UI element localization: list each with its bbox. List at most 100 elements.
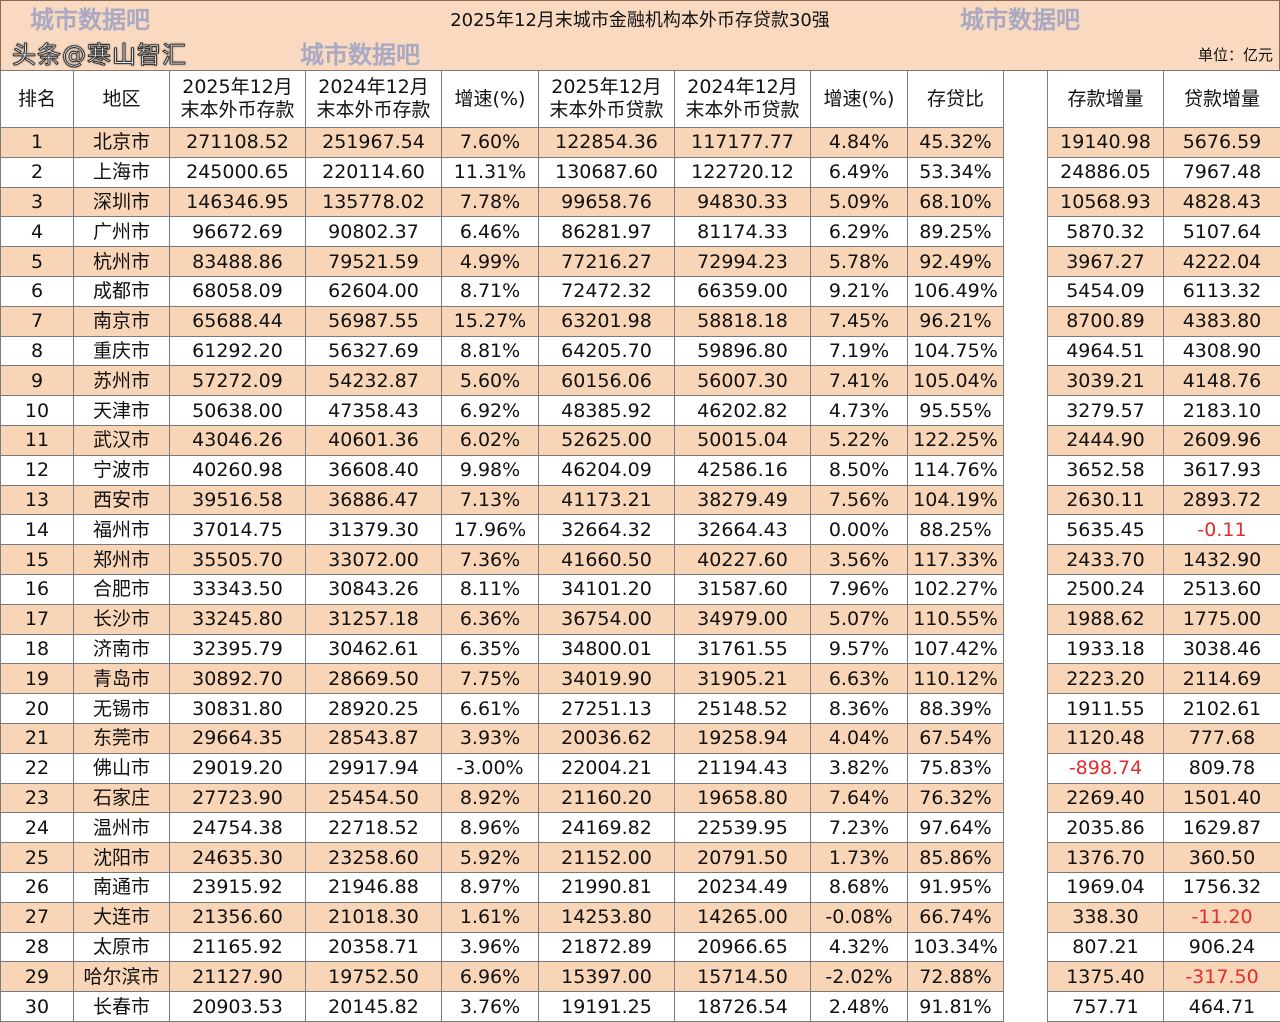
- gap-cell: [1003, 216, 1048, 247]
- table-cell: 6.29%: [810, 216, 908, 248]
- table-cell: 21160.20: [538, 782, 675, 814]
- table-cell: 14: [0, 514, 74, 546]
- gap-cell: [1003, 634, 1048, 664]
- table-cell: 36886.47: [305, 484, 442, 516]
- table-cell: 6113.32: [1163, 275, 1280, 307]
- table-cell: 2433.70: [1047, 544, 1164, 575]
- table-cell: 8.81%: [441, 335, 539, 367]
- table-cell: 21018.30: [305, 901, 442, 933]
- table-cell: 18: [0, 633, 74, 665]
- column-header: 贷款增量: [1163, 70, 1280, 128]
- column-header: 2024年12月 末本外币贷款: [674, 70, 811, 128]
- table-cell: 10568.93: [1047, 186, 1164, 218]
- gap-cell: [1003, 902, 1048, 933]
- table-row: 25 沈阳市 24635.30 23258.60 5.92% 21152.00 20791.…: [0, 842, 1280, 873]
- table-cell: 32664.32: [538, 514, 675, 546]
- table-cell: -11.20: [1163, 901, 1280, 933]
- table-cell: 4.04%: [810, 722, 908, 754]
- table-cell: 14265.00: [674, 901, 811, 933]
- table-cell: 15.27%: [441, 305, 539, 337]
- gap-cell: [1003, 872, 1048, 903]
- table-cell: 0.00%: [810, 514, 908, 546]
- table-cell: 温州市: [73, 812, 170, 844]
- table-cell: 1988.62: [1047, 603, 1164, 635]
- table-cell: 94830.33: [674, 186, 811, 218]
- table-cell: 72472.32: [538, 275, 675, 307]
- table-cell: 24886.05: [1047, 156, 1164, 188]
- table-cell: 1120.48: [1047, 722, 1164, 754]
- table-cell: 重庆市: [73, 335, 170, 367]
- table-cell: 271108.52: [169, 127, 306, 158]
- table-cell: 21: [0, 722, 74, 754]
- table-cell: 3: [0, 186, 74, 218]
- table-cell: 56987.55: [305, 305, 442, 337]
- table-cell: 北京市: [73, 127, 170, 158]
- table-cell: -3.00%: [441, 752, 539, 784]
- gap-cell: [1003, 723, 1048, 754]
- table-cell: 40260.98: [169, 454, 306, 486]
- table-cell: 76.32%: [907, 782, 1004, 814]
- table-cell: 105.04%: [907, 365, 1004, 397]
- table-cell: 40227.60: [674, 544, 811, 575]
- table-cell: 25: [0, 842, 74, 873]
- table-cell: 20: [0, 693, 74, 724]
- table-row: 5 杭州市 83488.86 79521.59 4.99% 77216.27 72994.2…: [0, 246, 1280, 277]
- table-cell: 35505.70: [169, 544, 306, 575]
- table-cell: 88.25%: [907, 514, 1004, 546]
- table-cell: 4222.04: [1163, 246, 1280, 277]
- gap-cell: [1003, 246, 1048, 277]
- table-cell: 56007.30: [674, 365, 811, 397]
- table-cell: 220114.60: [305, 156, 442, 188]
- table-cell: 无锡市: [73, 693, 170, 724]
- unit-label: 单位：亿元: [0, 41, 1280, 71]
- table-cell: 2: [0, 156, 74, 188]
- table-cell: 28: [0, 931, 74, 963]
- table-cell: 沈阳市: [73, 842, 170, 873]
- table-cell: 5454.09: [1047, 275, 1164, 307]
- table-cell: 36754.00: [538, 603, 675, 635]
- table-cell: 23: [0, 782, 74, 814]
- table-cell: 1501.40: [1163, 782, 1280, 814]
- table-cell: 41173.21: [538, 484, 675, 516]
- table-cell: 2609.96: [1163, 424, 1280, 456]
- table-cell: 88.39%: [907, 693, 1004, 724]
- table-cell: 4383.80: [1163, 305, 1280, 337]
- table-cell: 52625.00: [538, 424, 675, 456]
- table-cell: 67.54%: [907, 722, 1004, 754]
- table-cell: 1: [0, 127, 74, 158]
- table-cell: 6.63%: [810, 663, 908, 695]
- table-cell: 7: [0, 305, 74, 337]
- table-cell: 20791.50: [674, 842, 811, 873]
- table-cell: 50638.00: [169, 395, 306, 426]
- table-cell: 2630.11: [1047, 484, 1164, 516]
- table-cell: 3.93%: [441, 722, 539, 754]
- table-cell: 3967.27: [1047, 246, 1164, 277]
- table-cell: 7.96%: [810, 573, 908, 605]
- table-cell: 104.19%: [907, 484, 1004, 516]
- table-cell: 31761.55: [674, 633, 811, 665]
- table-cell: 114.76%: [907, 454, 1004, 486]
- table-row: 16 合肥市 33343.50 30843.26 8.11% 34101.20 31587.…: [0, 573, 1280, 605]
- table-cell: 19140.98: [1047, 127, 1164, 158]
- table-row: 28 太原市 21165.92 20358.71 3.96% 21872.89 20966.…: [0, 931, 1280, 963]
- table-cell: 27: [0, 901, 74, 933]
- table-cell: 2893.72: [1163, 484, 1280, 516]
- table-cell: 1911.55: [1047, 693, 1164, 724]
- table-cell: 1376.70: [1047, 842, 1164, 873]
- table-cell: 8: [0, 335, 74, 367]
- table-cell: 天津市: [73, 395, 170, 426]
- table-cell: 2444.90: [1047, 424, 1164, 456]
- table-cell: 2269.40: [1047, 782, 1164, 814]
- table-cell: 96672.69: [169, 216, 306, 248]
- table-cell: 24635.30: [169, 842, 306, 873]
- table-cell: 38279.49: [674, 484, 811, 516]
- table-cell: 757.71: [1047, 991, 1164, 1022]
- column-header: 2025年12月 末本外币存款: [169, 70, 306, 128]
- table-cell: 20966.65: [674, 931, 811, 963]
- table-cell: 15397.00: [538, 961, 675, 993]
- table-cell: 122.25%: [907, 424, 1004, 456]
- table-row: 15 郑州市 35505.70 33072.00 7.36% 41660.50 40227.…: [0, 544, 1280, 575]
- gap-cell: [1003, 455, 1048, 486]
- table-cell: 58818.18: [674, 305, 811, 337]
- table-cell: 5.60%: [441, 365, 539, 397]
